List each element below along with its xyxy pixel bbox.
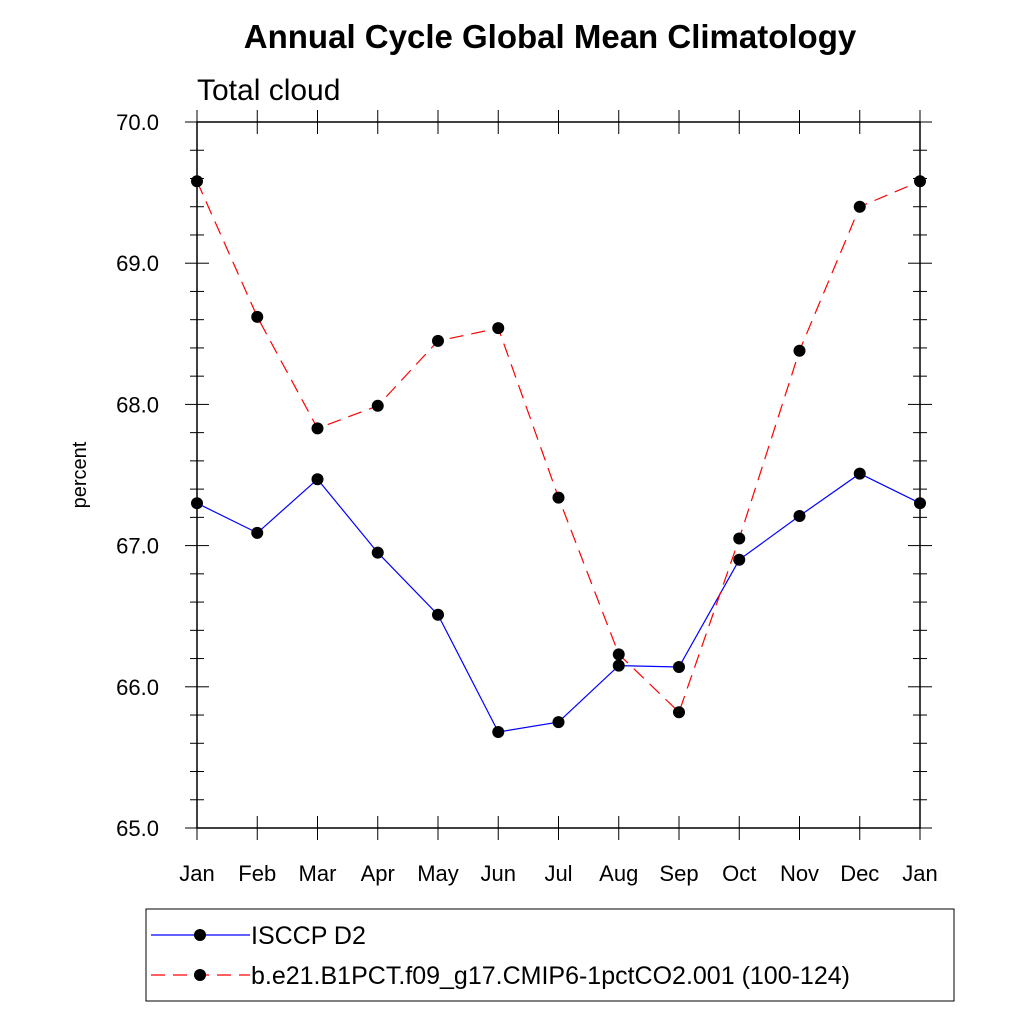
x-tick-label: Nov	[780, 861, 819, 886]
y-tick-label: 70.0	[116, 110, 159, 135]
x-tick-label: Apr	[361, 861, 395, 886]
y-tick-labels: 65.0 66.0 67.0 68.0 69.0 70.0	[116, 110, 159, 841]
legend-label-model: b.e21.B1PCT.f09_g17.CMIP6-1pctCO2.001 (1…	[251, 962, 850, 990]
series-markers	[191, 175, 926, 738]
legend-marker-isccp	[194, 929, 206, 941]
data-point-series-1	[371, 399, 384, 412]
series-line-1	[196, 180, 921, 714]
plot-frame	[196, 121, 921, 829]
y-tick-label: 66.0	[116, 675, 159, 700]
data-point-series-1	[492, 322, 505, 335]
x-tick-label: Jun	[481, 861, 516, 886]
data-point-series-0	[612, 659, 625, 672]
data-point-series-0	[371, 546, 384, 559]
data-point-series-0	[432, 608, 444, 621]
data-point-series-1	[552, 491, 565, 504]
data-point-series-0	[673, 661, 685, 674]
data-point-series-1	[432, 334, 444, 347]
x-tick-label: Aug	[599, 861, 638, 886]
x-tick-labels: Jan Feb Mar Apr May Jun Jul Aug Sep Oct Nov Dec Jan	[179, 861, 937, 886]
data-point-series-0	[733, 553, 746, 566]
data-point-series-1	[612, 648, 625, 661]
y-tick-label: 69.0	[116, 251, 159, 276]
legend-marker-model	[194, 969, 206, 981]
data-point-series-1	[853, 200, 866, 213]
legend: ISCCP D2 b.e21.B1PCT.f09_g17.CMIP6-1pctC…	[145, 908, 955, 1002]
chart-subtitle: Total cloud	[197, 74, 340, 107]
y-axis-label: percent	[69, 441, 91, 508]
y-tick-label: 67.0	[116, 534, 159, 559]
x-tick-label: Jan	[902, 861, 937, 886]
data-point-series-0	[492, 725, 505, 738]
data-point-series-0	[311, 473, 324, 486]
data-point-series-0	[552, 716, 565, 729]
x-tick-label: Jan	[179, 861, 214, 886]
y-tick-label: 65.0	[116, 816, 159, 841]
y-tick-label: 68.0	[116, 392, 159, 417]
data-point-series-0	[853, 467, 866, 480]
series-line-0	[196, 472, 921, 733]
x-tick-label: Oct	[722, 861, 756, 886]
data-point-series-0	[793, 509, 806, 522]
data-point-series-1	[733, 532, 746, 545]
x-tick-label: Feb	[238, 861, 276, 886]
data-point-series-1	[311, 422, 324, 435]
x-tick-label: Jul	[544, 861, 572, 886]
data-point-series-1	[251, 310, 264, 323]
axis-ticks	[185, 110, 932, 840]
legend-box	[145, 908, 955, 1002]
data-point-series-1	[793, 344, 806, 357]
legend-label-isccp: ISCCP D2	[251, 922, 366, 950]
data-point-series-1	[673, 706, 685, 719]
x-tick-label: May	[417, 861, 459, 886]
x-tick-label: Dec	[840, 861, 879, 886]
x-tick-label: Sep	[659, 861, 698, 886]
data-point-series-0	[251, 526, 264, 539]
x-tick-label: Mar	[299, 861, 337, 886]
chart-title: Annual Cycle Global Mean Climatology	[244, 18, 857, 55]
series-lines	[196, 180, 921, 733]
